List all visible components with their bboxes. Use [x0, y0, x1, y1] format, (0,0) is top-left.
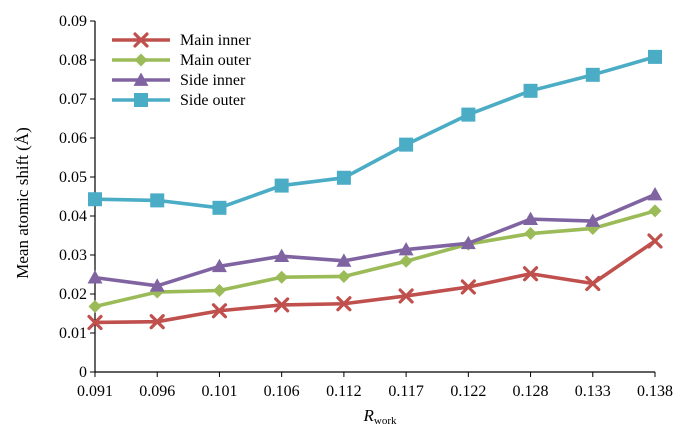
x-tick-label: 0.091	[77, 383, 113, 400]
x-tick-label: 0.128	[513, 383, 549, 400]
x-tick-label: 0.117	[388, 383, 423, 400]
x-tick-label: 0.112	[326, 383, 361, 400]
x-marker	[460, 279, 476, 295]
series-layer	[87, 49, 663, 331]
x-tick-label: 0.133	[575, 383, 611, 400]
x-marker	[585, 275, 601, 292]
y-tick-label: 0.03	[59, 247, 87, 264]
x-tick-label: 0.096	[139, 383, 175, 400]
triangle-marker	[274, 248, 290, 263]
x-tick-label: 0.101	[201, 383, 237, 400]
series-line-side-inner	[94, 192, 656, 288]
x-marker	[647, 233, 663, 249]
series-line-main-inner	[94, 239, 657, 325]
square-marker	[648, 49, 662, 64]
x-axis-label-sub: work	[374, 415, 397, 427]
legend-label: Main inner	[180, 32, 251, 49]
triangle-marker	[336, 253, 352, 267]
x-marker	[133, 32, 149, 48]
x-marker	[522, 266, 539, 282]
x-marker	[149, 314, 165, 330]
diamond-marker	[524, 227, 538, 241]
legend-item-side-inner: Side inner	[112, 72, 246, 89]
x-tick-label: 0.106	[264, 383, 300, 400]
triangle-marker	[523, 211, 539, 225]
y-tick-label: 0.04	[59, 208, 87, 225]
legend-label: Side outer	[180, 92, 246, 109]
y-tick-label: 0.06	[59, 130, 87, 147]
triangle-marker	[87, 270, 103, 284]
triangle-marker	[460, 235, 476, 250]
x-marker	[398, 288, 414, 304]
triangle-marker	[585, 213, 601, 227]
square-marker	[274, 178, 289, 193]
legend-label: Side inner	[180, 72, 246, 89]
series-main-inner	[87, 233, 663, 331]
series-side-outer	[88, 49, 662, 215]
diamond-marker	[275, 270, 289, 284]
diamond-marker	[88, 299, 102, 313]
x-marker	[274, 297, 290, 313]
legend-label: Main outer	[180, 52, 251, 69]
square-marker	[88, 192, 102, 207]
series-line-side-outer	[94, 55, 656, 210]
legend-item-main-outer: Main outer	[112, 52, 251, 69]
square-marker	[134, 93, 148, 107]
triangle-marker	[149, 278, 165, 292]
triangle-marker	[133, 72, 149, 86]
y-axis-ticks: 0 0.01 0.02 0.03 0.04 0.05 0.06 0.07 0.08 0.09	[59, 13, 95, 381]
square-marker	[585, 67, 600, 82]
y-tick-label: 0.02	[59, 286, 87, 303]
x-axis-label-main: R	[363, 406, 375, 425]
diamond-marker	[648, 204, 662, 218]
square-marker	[461, 107, 476, 122]
triangle-marker	[647, 187, 663, 201]
square-marker	[212, 200, 227, 215]
y-tick-label: 0.01	[59, 325, 87, 342]
series-line-main-outer	[94, 209, 656, 309]
diamond-marker	[134, 53, 148, 67]
y-tick-label: 0.09	[59, 13, 87, 30]
diamond-marker	[337, 269, 351, 283]
square-marker	[150, 193, 165, 208]
y-tick-label: 0.05	[59, 169, 87, 186]
x-axis-label: Rwork	[363, 406, 397, 427]
triangle-marker	[398, 242, 414, 256]
legend-item-side-outer: Side outer	[112, 92, 246, 109]
x-tick-label: 0.138	[637, 383, 673, 400]
square-marker	[336, 170, 351, 185]
square-marker	[399, 137, 414, 152]
diamond-marker	[212, 283, 226, 297]
y-tick-label: 0	[79, 364, 87, 381]
y-tick-label: 0.08	[59, 52, 87, 69]
legend-item-main-inner: Main inner	[112, 32, 251, 49]
x-marker	[87, 314, 103, 331]
chart-legend: Main inner Main outer Side inner Side outer	[112, 32, 251, 109]
y-tick-label: 0.07	[59, 91, 87, 108]
triangle-marker	[211, 258, 227, 273]
series-side-inner	[87, 187, 663, 292]
x-tick-label: 0.122	[450, 383, 486, 400]
square-marker	[523, 83, 538, 98]
y-axis-label: Mean atomic shift (Å)	[13, 127, 32, 279]
x-marker	[336, 296, 352, 312]
x-marker	[211, 303, 228, 319]
diamond-marker	[399, 254, 413, 268]
x-axis-ticks: 0.091 0.096 0.101 0.106 0.112 0.117 0.122 0.128…	[77, 372, 673, 400]
